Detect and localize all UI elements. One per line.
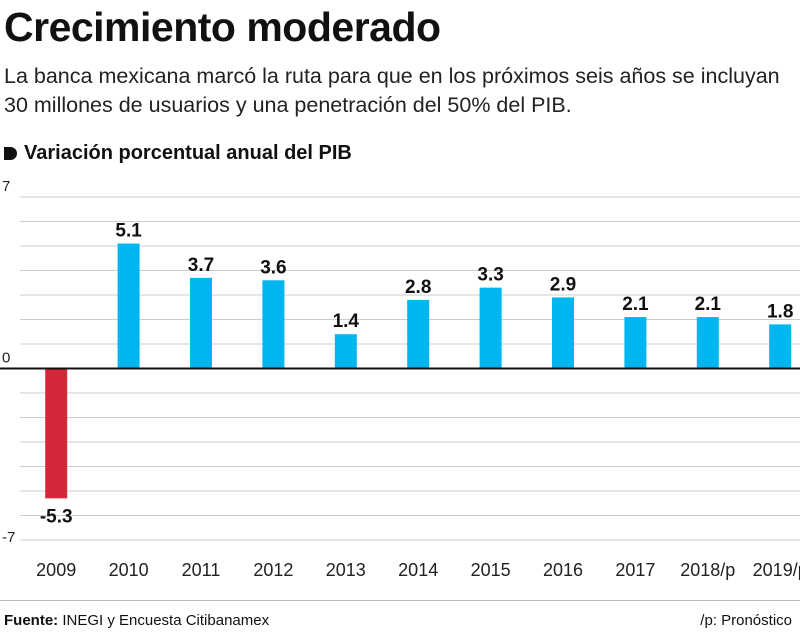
bullet-marker-icon [4,147,17,160]
x-tick-label: 2019/p [753,560,800,580]
y-tick-label: -7 [2,529,15,546]
bar [262,280,285,369]
x-tick-label: 2015 [471,560,511,580]
chart-subtitle: La banca mexicana marcó la ruta para que… [4,64,780,117]
chart-heading-label: Variación porcentual anual del PIB [24,142,352,164]
value-label: 1.8 [767,301,793,322]
x-tick-label: 2014 [398,560,438,580]
y-tick-labels: 7 0 -7 [2,180,15,546]
chart-title: Crecimiento moderado [4,4,441,50]
bars [45,243,792,499]
forecast-note: /p: Pronóstico [700,612,792,629]
bar [769,324,792,369]
x-tick-labels: 2009 2010 2011 2012 2013 2014 2015 2016 2017 2018… [36,560,800,580]
x-tick-label: 2009 [36,560,76,580]
bar [624,317,647,369]
bar [407,299,430,369]
source-note: Fuente: INEGI y Encuesta Citibanamex [4,612,269,629]
value-labels: -5.3 5.1 3.7 3.6 1.4 2.8 3.3 2.9 2.1 2.1 1.8 [40,221,794,528]
x-tick-label: 2012 [253,560,293,580]
bar [334,334,357,369]
value-label: 2.1 [622,294,649,315]
bar [45,368,68,499]
bar [117,243,140,369]
x-tick-label: 2013 [326,560,366,580]
value-label: 2.1 [695,294,722,315]
value-label: -5.3 [40,506,73,527]
value-label: 1.4 [333,311,360,332]
chart-heading: Variación porcentual anual del PIB [4,142,352,165]
bar [552,297,574,369]
value-label: 5.1 [115,221,142,242]
value-label: 3.7 [188,255,214,276]
bar [190,277,212,369]
value-label: 2.9 [550,274,576,295]
source-text: INEGI y Encuesta Citibanamex [62,612,270,629]
x-tick-label: 2018/p [680,560,735,580]
y-tick-label: 0 [2,350,10,367]
y-tick-label: 7 [2,180,10,195]
bar [479,287,502,369]
x-tick-label: 2011 [182,560,221,580]
x-tick-label: 2010 [109,560,149,580]
source-label: Fuente: [4,612,59,629]
bar-chart: -5.35.13.7 3.61.42.83.3 2.92.1 2.1 1.8 70-7 … [0,180,800,580]
gridlines [20,196,800,541]
x-tick-label: 2016 [543,560,583,580]
value-label: 2.8 [405,277,431,298]
value-label: 3.6 [260,257,286,278]
bar [696,317,719,369]
value-label: 3.3 [477,265,503,286]
footer: Fuente: INEGI y Encuesta Citibanamex /p:… [0,600,800,640]
x-tick-label: 2017 [615,560,655,580]
